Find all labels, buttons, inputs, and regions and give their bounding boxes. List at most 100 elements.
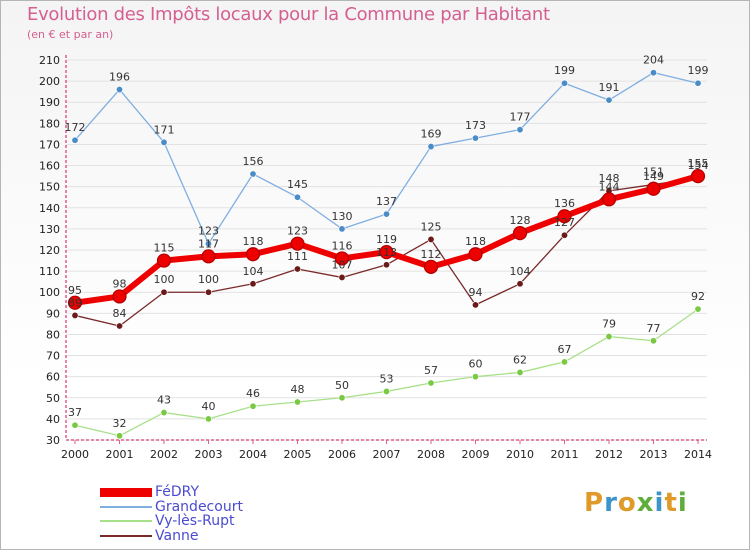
data-point	[694, 305, 702, 313]
y-tick-label: 150	[39, 181, 60, 194]
data-label: 89	[68, 296, 82, 309]
x-tick-label: 2002	[150, 448, 178, 461]
data-label: 95	[68, 284, 82, 297]
data-label: 113	[376, 246, 397, 259]
x-tick-label: 2009	[462, 448, 490, 461]
x-tick-label: 2008	[417, 448, 445, 461]
y-tick-label: 120	[39, 244, 60, 257]
data-label: 100	[198, 273, 219, 286]
x-tick-label: 2007	[373, 448, 401, 461]
data-point	[338, 273, 346, 281]
data-point	[605, 96, 613, 104]
y-tick-label: 170	[39, 138, 60, 151]
data-point	[379, 245, 394, 260]
y-axis-ticks: 30 40 50 60 70 80 90 100 110 120 130 140 150 160 170 18…	[39, 54, 60, 447]
data-point	[249, 280, 257, 288]
brand-letter: o	[617, 488, 637, 518]
series-line-grandecourt	[74, 72, 699, 245]
y-tick-label: 90	[46, 307, 60, 320]
legend-label: Grandecourt	[155, 498, 243, 515]
x-tick-label: 2005	[284, 448, 312, 461]
brand-logo: Proxiti	[584, 488, 688, 518]
y-tick-label: 190	[39, 96, 60, 109]
y-tick-label: 50	[46, 392, 60, 405]
data-label: 130	[332, 210, 353, 223]
data-point	[560, 79, 568, 87]
data-label: 77	[647, 322, 661, 335]
data-point	[156, 253, 172, 268]
data-label: 62	[513, 353, 527, 366]
data-label: 145	[287, 178, 308, 191]
data-point	[646, 181, 661, 196]
data-point	[205, 415, 213, 423]
data-point	[382, 210, 390, 218]
y-tick-label: 180	[39, 117, 60, 130]
legend-swatch	[100, 487, 152, 497]
data-point	[293, 193, 301, 201]
data-label: 172	[65, 121, 86, 134]
data-label: 37	[68, 406, 82, 419]
legend-label: Vanne	[155, 527, 199, 544]
y-tick-label: 160	[39, 160, 60, 173]
data-point	[601, 192, 617, 207]
data-label: 32	[113, 417, 127, 430]
data-label: 92	[691, 290, 705, 303]
data-label: 104	[510, 265, 531, 278]
data-point	[427, 379, 435, 387]
legend: FéDRY Grandecourt Vy-lès-Rupt Vanne	[100, 485, 243, 543]
data-point	[67, 295, 83, 310]
data-label: 79	[602, 318, 616, 331]
data-label: 123	[287, 225, 308, 238]
data-point	[605, 333, 613, 341]
legend-swatch	[100, 520, 152, 523]
data-point	[116, 432, 124, 440]
grid-lines	[66, 59, 707, 441]
data-label: 57	[424, 364, 438, 377]
data-point	[382, 387, 390, 395]
data-point	[338, 225, 346, 233]
data-point	[649, 69, 657, 77]
data-label: 191	[599, 81, 620, 94]
y-tick-label: 80	[46, 328, 60, 341]
data-label: 196	[109, 71, 130, 84]
brand-letter: t	[664, 488, 678, 518]
x-tick-label: 2011	[551, 448, 579, 461]
axes	[65, 55, 707, 444]
y-tick-label: 70	[46, 350, 60, 363]
data-point	[516, 280, 524, 288]
data-label: 151	[643, 166, 664, 179]
y-tick-label: 30	[46, 434, 60, 447]
data-label: 169	[421, 128, 442, 141]
data-label: 67	[558, 343, 572, 356]
data-label: 127	[554, 216, 575, 229]
data-point	[427, 143, 435, 151]
data-label: 118	[465, 235, 486, 248]
data-label: 156	[243, 155, 264, 168]
y-tick-label: 60	[46, 371, 60, 384]
brand-letter: x	[636, 488, 655, 518]
data-label: 119	[376, 233, 397, 246]
data-label: 112	[421, 248, 442, 261]
data-point	[516, 368, 524, 376]
data-point	[557, 209, 572, 224]
data-label: 48	[291, 383, 305, 396]
data-point	[694, 79, 702, 87]
brand-letter: P	[584, 488, 605, 518]
data-label: 149	[643, 170, 664, 183]
data-point	[112, 289, 127, 304]
data-label: 173	[465, 119, 486, 132]
data-point	[471, 134, 479, 142]
data-point	[468, 247, 483, 262]
data-label: 125	[421, 220, 442, 233]
x-tick-label: 2004	[239, 448, 267, 461]
data-label: 98	[113, 277, 127, 290]
data-point	[423, 259, 439, 274]
data-label: 144	[599, 180, 620, 193]
data-point	[560, 358, 568, 366]
data-point	[71, 311, 79, 319]
brand-letter: i	[677, 488, 688, 518]
data-label: 155	[688, 157, 709, 170]
data-point	[201, 249, 216, 264]
